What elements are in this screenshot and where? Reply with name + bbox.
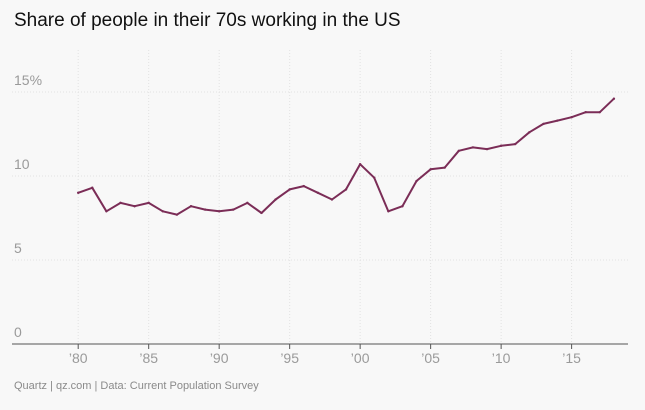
y-tick-label: 5 xyxy=(14,240,22,256)
data-point xyxy=(274,198,277,201)
data-point xyxy=(514,142,517,146)
data-point xyxy=(147,201,150,205)
data-point xyxy=(344,188,348,191)
data-point xyxy=(570,116,573,119)
data-point xyxy=(161,210,164,213)
x-tick-label: ’10 xyxy=(492,350,511,366)
data-point xyxy=(246,201,249,205)
data-point xyxy=(612,97,616,100)
y-tick-label: 10 xyxy=(14,156,30,172)
data-point xyxy=(217,210,221,213)
data-point xyxy=(288,188,291,191)
data-point xyxy=(373,176,376,179)
data-point xyxy=(260,211,263,215)
data-point xyxy=(358,163,362,166)
data-point xyxy=(119,201,122,205)
x-tick-label: ’15 xyxy=(562,350,581,366)
data-point xyxy=(542,122,545,126)
data-point xyxy=(499,144,503,147)
data-point xyxy=(76,191,80,194)
data-point xyxy=(443,166,446,169)
x-tick-label: ’95 xyxy=(280,350,299,366)
y-tick-label: 0 xyxy=(14,324,22,340)
data-point xyxy=(133,205,136,208)
data-point xyxy=(471,146,475,149)
data-point xyxy=(105,210,108,213)
data-point xyxy=(91,186,94,189)
data-point xyxy=(457,149,461,152)
x-tick-label: ’05 xyxy=(421,350,440,366)
data-point xyxy=(556,119,559,122)
data-point xyxy=(598,110,602,114)
series-line xyxy=(77,97,615,216)
x-tick-label: ’90 xyxy=(210,350,229,366)
data-point xyxy=(232,208,235,211)
data-point xyxy=(429,168,432,171)
data-point xyxy=(316,191,320,194)
x-tick-label: ’80 xyxy=(69,350,88,366)
source-note: Quartz | qz.com | Data: Current Populati… xyxy=(14,380,259,392)
chart-title: Share of people in their 70s working in … xyxy=(14,10,401,31)
x-tick-label: ’00 xyxy=(351,350,370,366)
x-tick-label: ’85 xyxy=(139,350,158,366)
data-point xyxy=(401,205,404,208)
y-tick-label: 15% xyxy=(14,72,42,88)
data-point xyxy=(485,147,489,151)
data-point xyxy=(528,131,531,134)
data-point xyxy=(387,210,390,213)
data-point xyxy=(330,198,334,201)
data-point xyxy=(203,208,207,211)
data-point xyxy=(175,213,179,216)
data-point xyxy=(302,184,305,188)
data-point xyxy=(189,205,193,208)
data-point xyxy=(415,179,418,183)
data-point xyxy=(584,110,587,114)
